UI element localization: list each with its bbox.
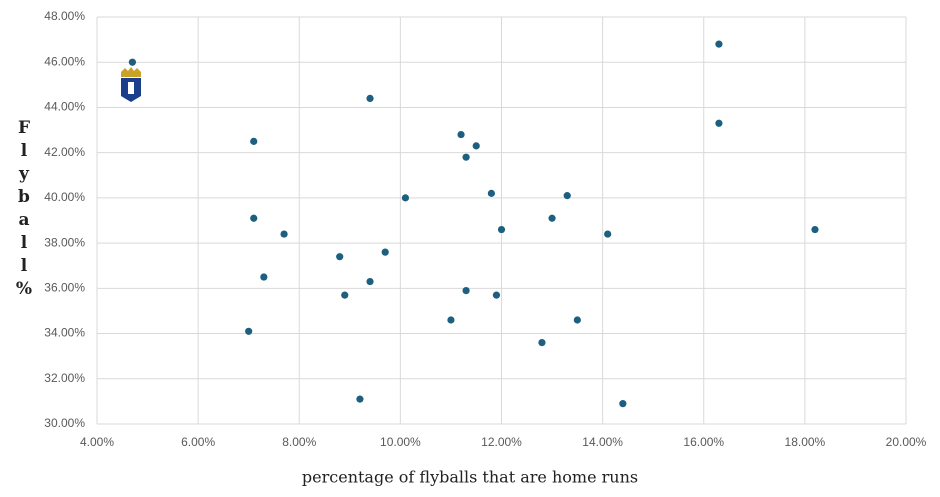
- y-tick-label: 46.00%: [44, 54, 85, 68]
- x-tick-label: 16.00%: [683, 435, 724, 449]
- x-tick-label: 20.00%: [886, 435, 927, 449]
- x-tick-label: 12.00%: [481, 435, 522, 449]
- point: [497, 225, 506, 234]
- y-tick-label: 38.00%: [44, 235, 85, 249]
- point: [381, 248, 389, 256]
- point: [487, 189, 495, 197]
- point: [457, 130, 465, 139]
- point: [336, 253, 344, 261]
- x-tick-label: 10.00%: [380, 435, 421, 449]
- point: [366, 277, 374, 286]
- point: [128, 58, 136, 66]
- point: [472, 142, 480, 150]
- point: [604, 230, 612, 238]
- point: [260, 273, 268, 281]
- point: [341, 291, 349, 299]
- point: [462, 153, 470, 161]
- point: [715, 40, 723, 48]
- point: [401, 194, 410, 202]
- point: [715, 119, 723, 127]
- y-axis-title: Flyball%: [14, 118, 34, 302]
- y-tick-label: 30.00%: [44, 416, 85, 430]
- point: [811, 225, 819, 234]
- point: [447, 316, 455, 324]
- y-tick-label: 42.00%: [44, 145, 85, 159]
- logo: [121, 67, 141, 102]
- point: [250, 214, 258, 222]
- point: [462, 286, 470, 295]
- x-tick-label: 18.00%: [785, 435, 826, 449]
- x-tick-label: 6.00%: [181, 435, 215, 449]
- point: [280, 230, 288, 238]
- point: [538, 339, 546, 347]
- x-tick-label: 4.00%: [80, 435, 114, 449]
- point: [356, 395, 364, 403]
- y-tick-label: 34.00%: [44, 326, 85, 340]
- point: [492, 291, 501, 299]
- point: [573, 316, 581, 324]
- x-tick-label: 8.00%: [282, 435, 316, 449]
- point: [245, 327, 253, 335]
- y-tick-label: 40.00%: [44, 190, 85, 204]
- point: [619, 400, 627, 408]
- x-tick-label: 14.00%: [582, 435, 623, 449]
- y-tick-label: 44.00%: [44, 100, 85, 114]
- x-axis-title: percentage of flyballs that are home run…: [302, 468, 638, 487]
- point: [366, 94, 374, 102]
- y-tick-label: 36.00%: [44, 281, 85, 295]
- y-tick-label: 48.00%: [44, 9, 85, 23]
- y-tick-label: 32.00%: [44, 371, 85, 385]
- point: [250, 137, 258, 145]
- point: [563, 192, 571, 200]
- point: [548, 214, 556, 222]
